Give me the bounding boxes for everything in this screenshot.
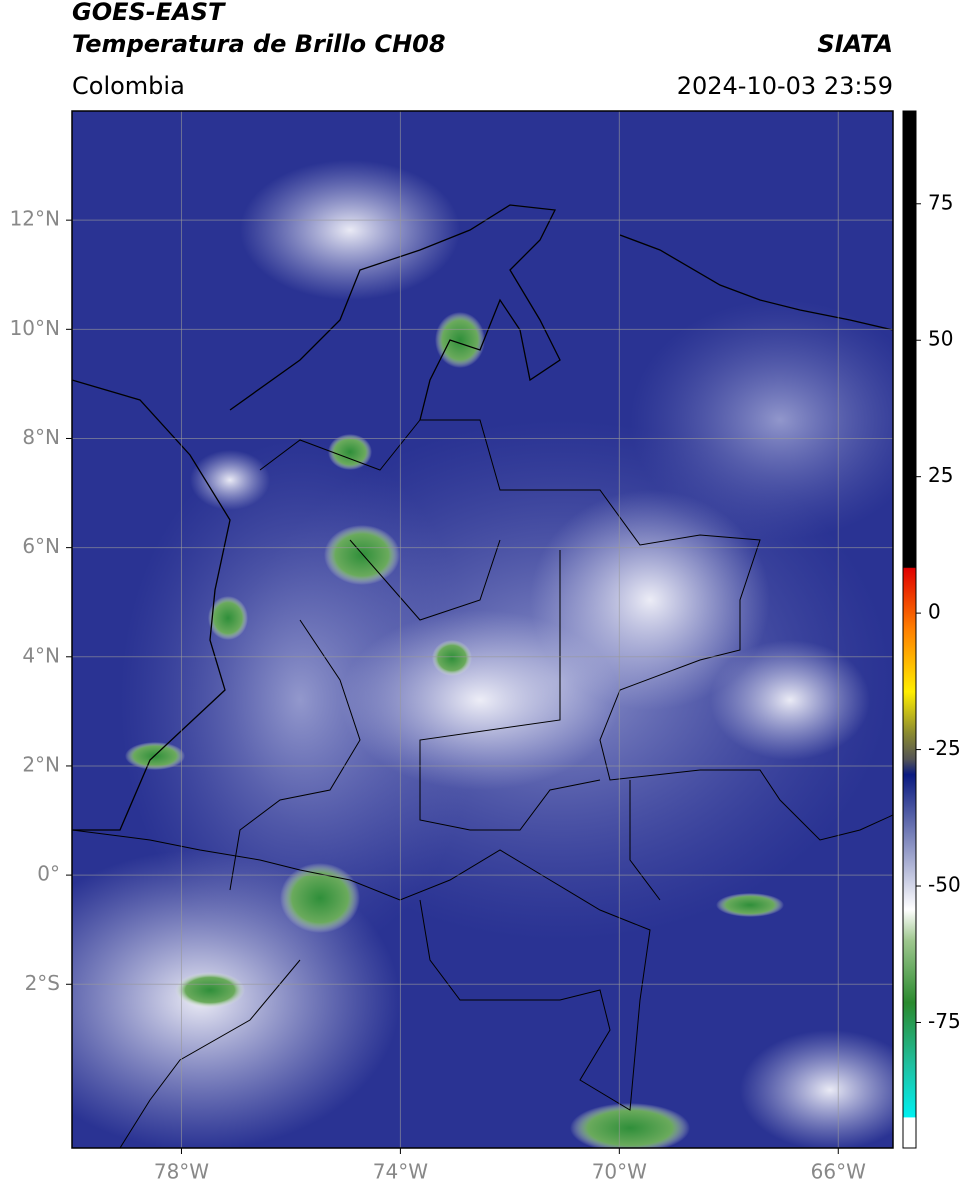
x-tick-label: 74°W — [373, 1160, 428, 1184]
colorbar — [902, 110, 917, 1149]
x-tick-label: 70°W — [592, 1160, 647, 1184]
datetime: 2024-10-03 23:59 — [677, 72, 893, 100]
y-tick-label: 8°N — [22, 425, 60, 449]
source: SIATA — [817, 30, 893, 58]
x-tick-label: 78°W — [154, 1160, 209, 1184]
region: Colombia — [72, 72, 185, 100]
colorbar-tick-label: -50 — [928, 873, 961, 897]
y-tick-label: 0° — [37, 862, 60, 886]
map-frame — [71, 110, 894, 1149]
colorbar-tick-label: 0 — [928, 600, 941, 624]
colorbar-tick-label: 75 — [928, 190, 953, 214]
colorbar-tick-label: -25 — [928, 736, 961, 760]
y-tick-label: 2°N — [22, 752, 60, 776]
y-tick-label: 2°S — [25, 971, 60, 995]
imagery — [72, 111, 893, 1148]
colorbar-tick-label: -75 — [928, 1009, 961, 1033]
grid — [72, 111, 893, 1148]
y-tick-label: 4°N — [22, 643, 60, 667]
y-tick-label: 10°N — [10, 316, 60, 340]
title: GOES-EAST — [72, 0, 226, 26]
y-tick-label: 12°N — [10, 207, 60, 231]
x-tick-label: 66°W — [811, 1160, 866, 1184]
y-tick-label: 6°N — [22, 534, 60, 558]
colorbar-tick-label: 25 — [928, 463, 953, 487]
subtitle: Temperatura de Brillo CH08 — [72, 30, 446, 58]
colorbar-tick-label: 50 — [928, 327, 953, 351]
